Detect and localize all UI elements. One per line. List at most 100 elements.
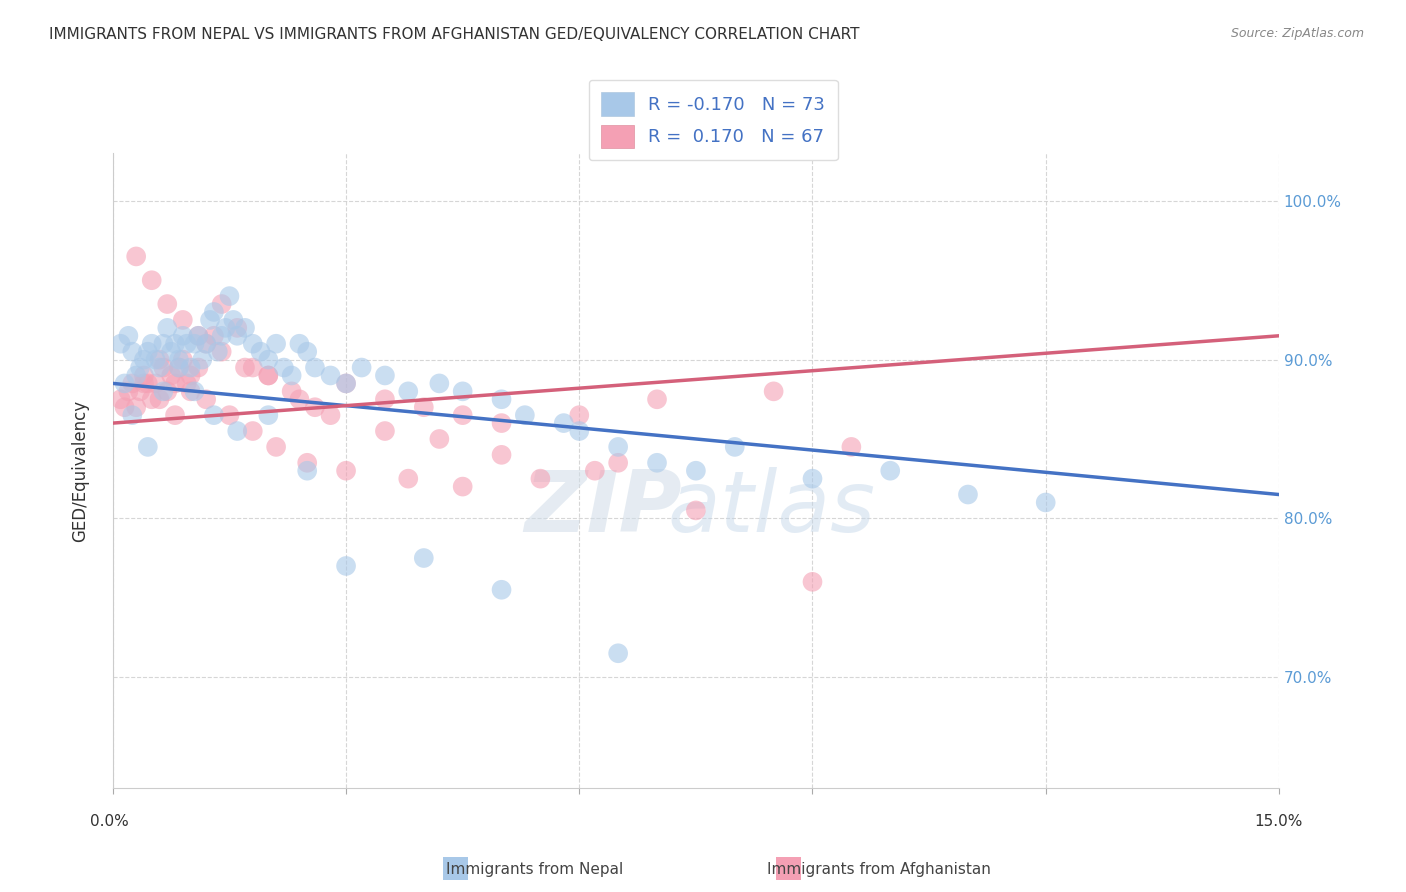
Point [172, 352, 194, 367]
Point [280, 384, 302, 399]
Point [335, 464, 357, 478]
Point [187, 328, 209, 343]
Point [132, 352, 155, 367]
Point [180, 384, 202, 399]
Point [195, 336, 218, 351]
Point [152, 360, 174, 375]
Point [280, 368, 302, 383]
Text: ZIP: ZIP [524, 467, 682, 550]
Point [304, 401, 326, 415]
Point [607, 646, 630, 660]
Point [222, 313, 245, 327]
Point [374, 368, 396, 383]
Point [295, 344, 318, 359]
Point [264, 336, 287, 351]
Point [172, 313, 194, 327]
Point [202, 305, 225, 319]
Point [211, 344, 233, 359]
Point [160, 368, 183, 383]
Point [374, 392, 396, 407]
Point [211, 297, 233, 311]
Point [187, 328, 209, 343]
Point [132, 376, 155, 391]
Point [167, 360, 190, 375]
Point [202, 328, 225, 343]
Point [335, 558, 357, 573]
Point [249, 344, 271, 359]
Point [163, 408, 186, 422]
Point [396, 384, 419, 399]
Point [125, 401, 148, 415]
Point [141, 392, 163, 407]
Point [412, 401, 434, 415]
Point [645, 456, 668, 470]
Point [607, 440, 630, 454]
Point [145, 376, 167, 391]
Text: IMMIGRANTS FROM NEPAL VS IMMIGRANTS FROM AFGHANISTAN GED/EQUIVALENCY CORRELATION: IMMIGRANTS FROM NEPAL VS IMMIGRANTS FROM… [49, 27, 859, 42]
Point [187, 360, 209, 375]
Point [121, 344, 143, 359]
Point [257, 368, 280, 383]
Text: Immigrants from Nepal: Immigrants from Nepal [446, 863, 623, 877]
Text: 15.0%: 15.0% [1254, 814, 1302, 830]
Point [114, 376, 136, 391]
Point [724, 440, 747, 454]
Point [242, 336, 264, 351]
Point [226, 321, 249, 335]
Point [136, 376, 159, 391]
Point [125, 249, 148, 263]
Point [214, 321, 236, 335]
Point [148, 352, 170, 367]
Point [288, 392, 311, 407]
Text: Source: ZipAtlas.com: Source: ZipAtlas.com [1230, 27, 1364, 40]
Legend: R = -0.170   N = 73, R =  0.170   N = 67: R = -0.170 N = 73, R = 0.170 N = 67 [589, 79, 838, 161]
Point [226, 424, 249, 438]
Point [607, 456, 630, 470]
Point [218, 289, 240, 303]
Point [374, 424, 396, 438]
Y-axis label: GED/Equivalency: GED/Equivalency [72, 400, 89, 541]
Point [132, 368, 155, 383]
Point [685, 503, 707, 517]
Point [125, 368, 148, 383]
Point [207, 344, 229, 359]
Text: 0.0%: 0.0% [90, 814, 128, 830]
Point [148, 392, 170, 407]
Point [226, 328, 249, 343]
Point [180, 360, 202, 375]
Point [218, 408, 240, 422]
Point [645, 392, 668, 407]
Point [685, 464, 707, 478]
Point [167, 352, 190, 367]
Point [163, 376, 186, 391]
Point [1035, 495, 1057, 509]
Point [491, 448, 513, 462]
Point [156, 384, 179, 399]
Point [427, 432, 450, 446]
Point [148, 360, 170, 375]
Point [233, 321, 256, 335]
Point [242, 424, 264, 438]
Point [191, 352, 214, 367]
Point [257, 352, 280, 367]
Point [264, 440, 287, 454]
Point [801, 472, 824, 486]
Point [202, 408, 225, 422]
Point [427, 376, 450, 391]
Point [117, 384, 139, 399]
Point [529, 472, 551, 486]
Point [121, 408, 143, 422]
Point [145, 352, 167, 367]
Point [257, 408, 280, 422]
Point [762, 384, 785, 399]
Point [801, 574, 824, 589]
Point [319, 408, 342, 422]
Point [841, 440, 863, 454]
Point [233, 360, 256, 375]
Point [114, 401, 136, 415]
Point [451, 408, 474, 422]
Point [553, 416, 575, 430]
Point [491, 582, 513, 597]
Point [156, 297, 179, 311]
Text: Immigrants from Afghanistan: Immigrants from Afghanistan [766, 863, 991, 877]
